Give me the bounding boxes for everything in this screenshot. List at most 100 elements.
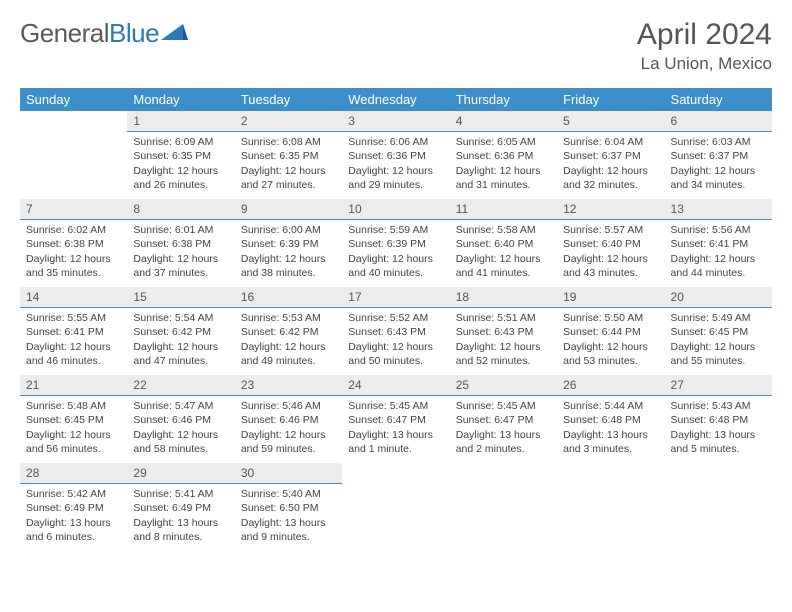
sunset-line: Sunset: 6:35 PM bbox=[133, 149, 228, 163]
day-number: 28 bbox=[20, 463, 127, 484]
daylight-line2: and 1 minute. bbox=[348, 442, 443, 456]
calendar-day-cell: 24Sunrise: 5:45 AMSunset: 6:47 PMDayligh… bbox=[342, 375, 449, 463]
day-content: Sunrise: 5:40 AMSunset: 6:50 PMDaylight:… bbox=[235, 484, 342, 548]
day-number: 30 bbox=[235, 463, 342, 484]
sunrise-line: Sunrise: 5:45 AM bbox=[456, 399, 551, 413]
sunset-line: Sunset: 6:45 PM bbox=[671, 325, 766, 339]
daylight-line1: Daylight: 12 hours bbox=[133, 164, 228, 178]
brand-logo: GeneralBlue bbox=[20, 18, 189, 49]
day-content: Sunrise: 6:02 AMSunset: 6:38 PMDaylight:… bbox=[20, 220, 127, 284]
calendar-day-cell: 11Sunrise: 5:58 AMSunset: 6:40 PMDayligh… bbox=[450, 199, 557, 287]
sunrise-line: Sunrise: 5:51 AM bbox=[456, 311, 551, 325]
sunrise-line: Sunrise: 6:05 AM bbox=[456, 135, 551, 149]
daylight-line2: and 31 minutes. bbox=[456, 178, 551, 192]
daylight-line1: Daylight: 12 hours bbox=[563, 252, 658, 266]
day-content: Sunrise: 5:42 AMSunset: 6:49 PMDaylight:… bbox=[20, 484, 127, 548]
day-content: Sunrise: 6:01 AMSunset: 6:38 PMDaylight:… bbox=[127, 220, 234, 284]
daylight-line1: Daylight: 12 hours bbox=[671, 340, 766, 354]
sunset-line: Sunset: 6:46 PM bbox=[241, 413, 336, 427]
sunset-line: Sunset: 6:37 PM bbox=[563, 149, 658, 163]
day-content: Sunrise: 6:00 AMSunset: 6:39 PMDaylight:… bbox=[235, 220, 342, 284]
daylight-line2: and 38 minutes. bbox=[241, 266, 336, 280]
calendar-day-cell: 10Sunrise: 5:59 AMSunset: 6:39 PMDayligh… bbox=[342, 199, 449, 287]
calendar-week-row: 1Sunrise: 6:09 AMSunset: 6:35 PMDaylight… bbox=[20, 111, 772, 199]
day-number: 2 bbox=[235, 111, 342, 132]
sunset-line: Sunset: 6:45 PM bbox=[26, 413, 121, 427]
calendar-day-cell: 28Sunrise: 5:42 AMSunset: 6:49 PMDayligh… bbox=[20, 463, 127, 551]
sunset-line: Sunset: 6:43 PM bbox=[348, 325, 443, 339]
daylight-line2: and 40 minutes. bbox=[348, 266, 443, 280]
sunrise-line: Sunrise: 5:59 AM bbox=[348, 223, 443, 237]
calendar-day-cell: 16Sunrise: 5:53 AMSunset: 6:42 PMDayligh… bbox=[235, 287, 342, 375]
calendar-day-cell: 6Sunrise: 6:03 AMSunset: 6:37 PMDaylight… bbox=[665, 111, 772, 199]
calendar-week-row: 28Sunrise: 5:42 AMSunset: 6:49 PMDayligh… bbox=[20, 463, 772, 551]
calendar-day-cell: 7Sunrise: 6:02 AMSunset: 6:38 PMDaylight… bbox=[20, 199, 127, 287]
day-content: Sunrise: 5:44 AMSunset: 6:48 PMDaylight:… bbox=[557, 396, 664, 460]
sunset-line: Sunset: 6:48 PM bbox=[671, 413, 766, 427]
weekday-header: Wednesday bbox=[342, 88, 449, 111]
daylight-line1: Daylight: 13 hours bbox=[671, 428, 766, 442]
weekday-header: Monday bbox=[127, 88, 234, 111]
calendar-day-cell bbox=[20, 111, 127, 199]
sunrise-line: Sunrise: 5:53 AM bbox=[241, 311, 336, 325]
calendar-day-cell: 12Sunrise: 5:57 AMSunset: 6:40 PMDayligh… bbox=[557, 199, 664, 287]
daylight-line2: and 35 minutes. bbox=[26, 266, 121, 280]
weekday-header: Saturday bbox=[665, 88, 772, 111]
daylight-line1: Daylight: 13 hours bbox=[241, 516, 336, 530]
daylight-line1: Daylight: 13 hours bbox=[563, 428, 658, 442]
day-content: Sunrise: 5:45 AMSunset: 6:47 PMDaylight:… bbox=[450, 396, 557, 460]
sunset-line: Sunset: 6:36 PM bbox=[348, 149, 443, 163]
sunrise-line: Sunrise: 5:45 AM bbox=[348, 399, 443, 413]
sunrise-line: Sunrise: 5:43 AM bbox=[671, 399, 766, 413]
day-number: 1 bbox=[127, 111, 234, 132]
sunset-line: Sunset: 6:37 PM bbox=[671, 149, 766, 163]
weekday-header: Tuesday bbox=[235, 88, 342, 111]
daylight-line2: and 27 minutes. bbox=[241, 178, 336, 192]
calendar-day-cell: 25Sunrise: 5:45 AMSunset: 6:47 PMDayligh… bbox=[450, 375, 557, 463]
daylight-line2: and 50 minutes. bbox=[348, 354, 443, 368]
daylight-line1: Daylight: 12 hours bbox=[133, 340, 228, 354]
daylight-line2: and 9 minutes. bbox=[241, 530, 336, 544]
day-content: Sunrise: 5:55 AMSunset: 6:41 PMDaylight:… bbox=[20, 308, 127, 372]
weekday-header: Thursday bbox=[450, 88, 557, 111]
day-content: Sunrise: 5:48 AMSunset: 6:45 PMDaylight:… bbox=[20, 396, 127, 460]
sunset-line: Sunset: 6:50 PM bbox=[241, 501, 336, 515]
calendar-day-cell bbox=[665, 463, 772, 551]
day-number: 10 bbox=[342, 199, 449, 220]
day-content: Sunrise: 5:52 AMSunset: 6:43 PMDaylight:… bbox=[342, 308, 449, 372]
daylight-line1: Daylight: 12 hours bbox=[133, 252, 228, 266]
day-number: 13 bbox=[665, 199, 772, 220]
day-content: Sunrise: 5:45 AMSunset: 6:47 PMDaylight:… bbox=[342, 396, 449, 460]
calendar-week-row: 7Sunrise: 6:02 AMSunset: 6:38 PMDaylight… bbox=[20, 199, 772, 287]
day-number: 12 bbox=[557, 199, 664, 220]
day-content: Sunrise: 5:43 AMSunset: 6:48 PMDaylight:… bbox=[665, 396, 772, 460]
daylight-line1: Daylight: 12 hours bbox=[26, 252, 121, 266]
daylight-line1: Daylight: 12 hours bbox=[241, 164, 336, 178]
daylight-line1: Daylight: 12 hours bbox=[26, 340, 121, 354]
sunrise-line: Sunrise: 6:06 AM bbox=[348, 135, 443, 149]
daylight-line1: Daylight: 12 hours bbox=[241, 340, 336, 354]
daylight-line1: Daylight: 12 hours bbox=[563, 164, 658, 178]
daylight-line1: Daylight: 12 hours bbox=[671, 252, 766, 266]
day-number: 24 bbox=[342, 375, 449, 396]
calendar-day-cell: 29Sunrise: 5:41 AMSunset: 6:49 PMDayligh… bbox=[127, 463, 234, 551]
day-number: 5 bbox=[557, 111, 664, 132]
weekday-header: Sunday bbox=[20, 88, 127, 111]
day-number: 18 bbox=[450, 287, 557, 308]
header: GeneralBlue April 2024 La Union, Mexico bbox=[20, 18, 772, 74]
sunset-line: Sunset: 6:41 PM bbox=[671, 237, 766, 251]
sunset-line: Sunset: 6:40 PM bbox=[563, 237, 658, 251]
sunrise-line: Sunrise: 5:47 AM bbox=[133, 399, 228, 413]
day-content: Sunrise: 6:03 AMSunset: 6:37 PMDaylight:… bbox=[665, 132, 772, 196]
day-number: 22 bbox=[127, 375, 234, 396]
sunrise-line: Sunrise: 5:56 AM bbox=[671, 223, 766, 237]
day-number: 21 bbox=[20, 375, 127, 396]
daylight-line2: and 26 minutes. bbox=[133, 178, 228, 192]
day-number: 8 bbox=[127, 199, 234, 220]
day-content: Sunrise: 5:51 AMSunset: 6:43 PMDaylight:… bbox=[450, 308, 557, 372]
calendar-day-cell: 5Sunrise: 6:04 AMSunset: 6:37 PMDaylight… bbox=[557, 111, 664, 199]
sunrise-line: Sunrise: 5:50 AM bbox=[563, 311, 658, 325]
daylight-line2: and 43 minutes. bbox=[563, 266, 658, 280]
calendar-day-cell: 8Sunrise: 6:01 AMSunset: 6:38 PMDaylight… bbox=[127, 199, 234, 287]
day-content: Sunrise: 5:47 AMSunset: 6:46 PMDaylight:… bbox=[127, 396, 234, 460]
